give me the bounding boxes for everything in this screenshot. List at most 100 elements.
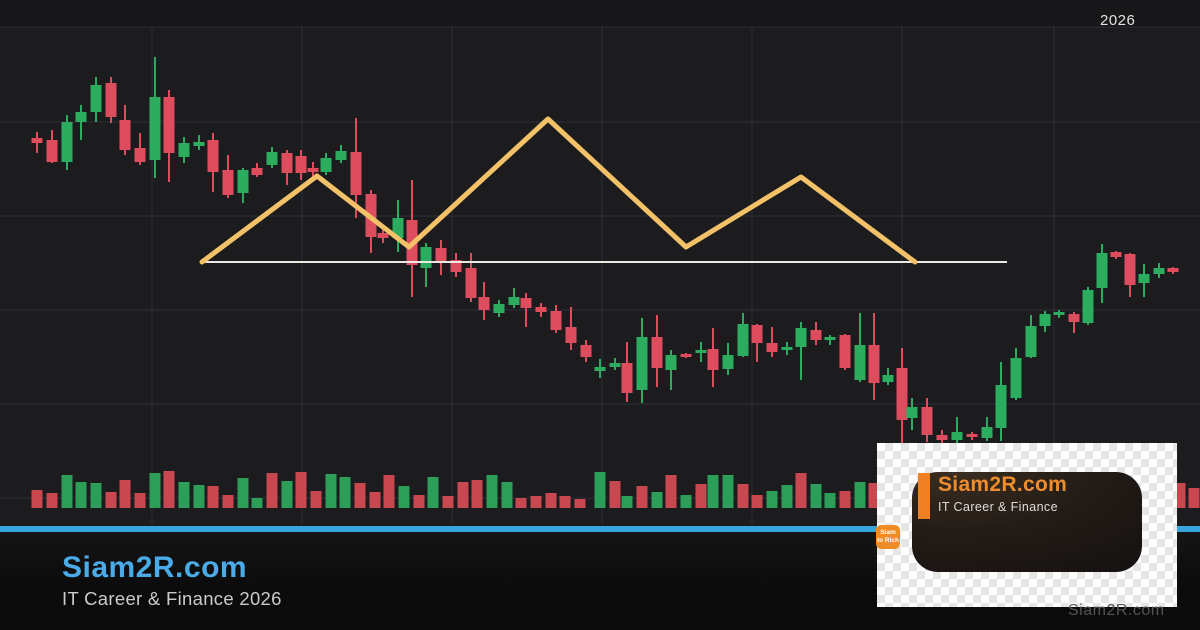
- candle-body: [307, 168, 319, 172]
- candle-body: [281, 153, 293, 173]
- candle-body: [134, 148, 146, 162]
- candle-body: [594, 367, 606, 371]
- volume-bar: [795, 473, 807, 508]
- year-label: 2026: [1100, 12, 1136, 29]
- candle-body: [906, 407, 918, 418]
- candle-body: [1082, 290, 1094, 323]
- volume-bar: [695, 484, 707, 508]
- candle-body: [1153, 268, 1165, 274]
- pattern-zigzag-line: [199, 116, 918, 265]
- volume-bar: [310, 491, 322, 508]
- badge-line2: to Rich: [876, 537, 900, 544]
- logo-dark-panel: [912, 472, 1142, 572]
- candle-body: [1025, 326, 1037, 357]
- volume-bar: [810, 484, 822, 508]
- watermark-small-text: Siam2R.com: [1068, 602, 1165, 619]
- candle-body: [868, 345, 880, 383]
- candle-body: [722, 355, 734, 369]
- candle-body: [781, 347, 793, 350]
- candle-body: [465, 268, 477, 298]
- volume-bar: [383, 475, 395, 508]
- volume-bar: [105, 492, 117, 508]
- candle-body: [435, 248, 447, 262]
- volume-bar: [119, 480, 131, 508]
- candle-body: [478, 297, 490, 310]
- candle-body: [493, 304, 505, 313]
- candle-body: [766, 343, 778, 352]
- logo-text-block: Siam2R.com IT Career & Finance: [938, 473, 1067, 514]
- volume-bar: [471, 480, 483, 508]
- badge-line1: Siam: [880, 529, 896, 537]
- volume-bar: [501, 482, 513, 508]
- candle-body: [1167, 268, 1179, 272]
- candle-body: [824, 337, 836, 340]
- volume-bar: [515, 498, 527, 508]
- volume-bar: [325, 474, 337, 508]
- volume-bar: [457, 482, 469, 508]
- volume-bar: [854, 482, 866, 508]
- volume-bar: [594, 472, 606, 508]
- siam-to-rich-badge: Siam to Rich: [876, 525, 900, 549]
- candle-body: [75, 112, 87, 122]
- candle-body: [1039, 314, 1051, 326]
- footer-brand-text: Siam2R.com: [62, 551, 248, 584]
- candle-body: [46, 140, 58, 162]
- candle-body: [207, 140, 219, 172]
- logo-brand-text: Siam2R.com: [938, 473, 1068, 496]
- volume-bar: [61, 475, 73, 508]
- candle-body: [1068, 314, 1080, 322]
- candle-body: [795, 328, 807, 347]
- volume-bar: [207, 486, 219, 508]
- volume-bar: [442, 496, 454, 508]
- volume-bar: [1188, 488, 1200, 508]
- volume-bar: [530, 496, 542, 508]
- volume-bar: [574, 499, 586, 508]
- candle-body: [854, 345, 866, 380]
- volume-bar: [222, 495, 234, 508]
- logo-accent-bar: [918, 473, 930, 519]
- candle-body: [450, 260, 462, 272]
- candle-body: [680, 354, 692, 357]
- volume-bar: [486, 475, 498, 508]
- volume-bar: [737, 484, 749, 508]
- candle-body: [580, 345, 592, 357]
- footer-tagline-text: IT Career & Finance 2026: [62, 588, 282, 609]
- volume-bar: [722, 475, 734, 508]
- volume-bar: [354, 483, 366, 508]
- volume-bar: [559, 496, 571, 508]
- candle-body: [695, 350, 707, 353]
- candle-body: [420, 247, 432, 268]
- candle-body: [149, 97, 161, 160]
- candle-body: [90, 85, 102, 112]
- candle-body: [1124, 254, 1136, 285]
- candle-body: [636, 337, 648, 390]
- volume-bar: [266, 473, 278, 508]
- candle-body: [520, 298, 532, 308]
- volume-bar: [766, 491, 778, 508]
- volume-bar: [427, 477, 439, 508]
- volume-bar: [295, 472, 307, 508]
- volume-bar: [237, 478, 249, 508]
- candle-body: [609, 363, 621, 367]
- candle-body: [335, 151, 347, 160]
- candle-body: [222, 170, 234, 195]
- candle-body: [936, 435, 948, 440]
- candle-body: [1053, 312, 1065, 315]
- candle-body: [1138, 274, 1150, 283]
- candle-body: [237, 170, 249, 193]
- candle-body: [1110, 252, 1122, 257]
- volume-bar: [868, 483, 880, 508]
- volume-bar: [149, 473, 161, 508]
- candle-body: [251, 168, 263, 175]
- candle-body: [350, 152, 362, 195]
- volume-bar: [636, 486, 648, 508]
- candle-body: [707, 349, 719, 370]
- volume-bar: [134, 493, 146, 508]
- candle-body: [1096, 253, 1108, 288]
- volume-bar: [251, 498, 263, 508]
- candle-body: [61, 122, 73, 162]
- volume-bar: [545, 493, 557, 508]
- volume-bar: [751, 495, 763, 508]
- candle-body: [508, 297, 520, 305]
